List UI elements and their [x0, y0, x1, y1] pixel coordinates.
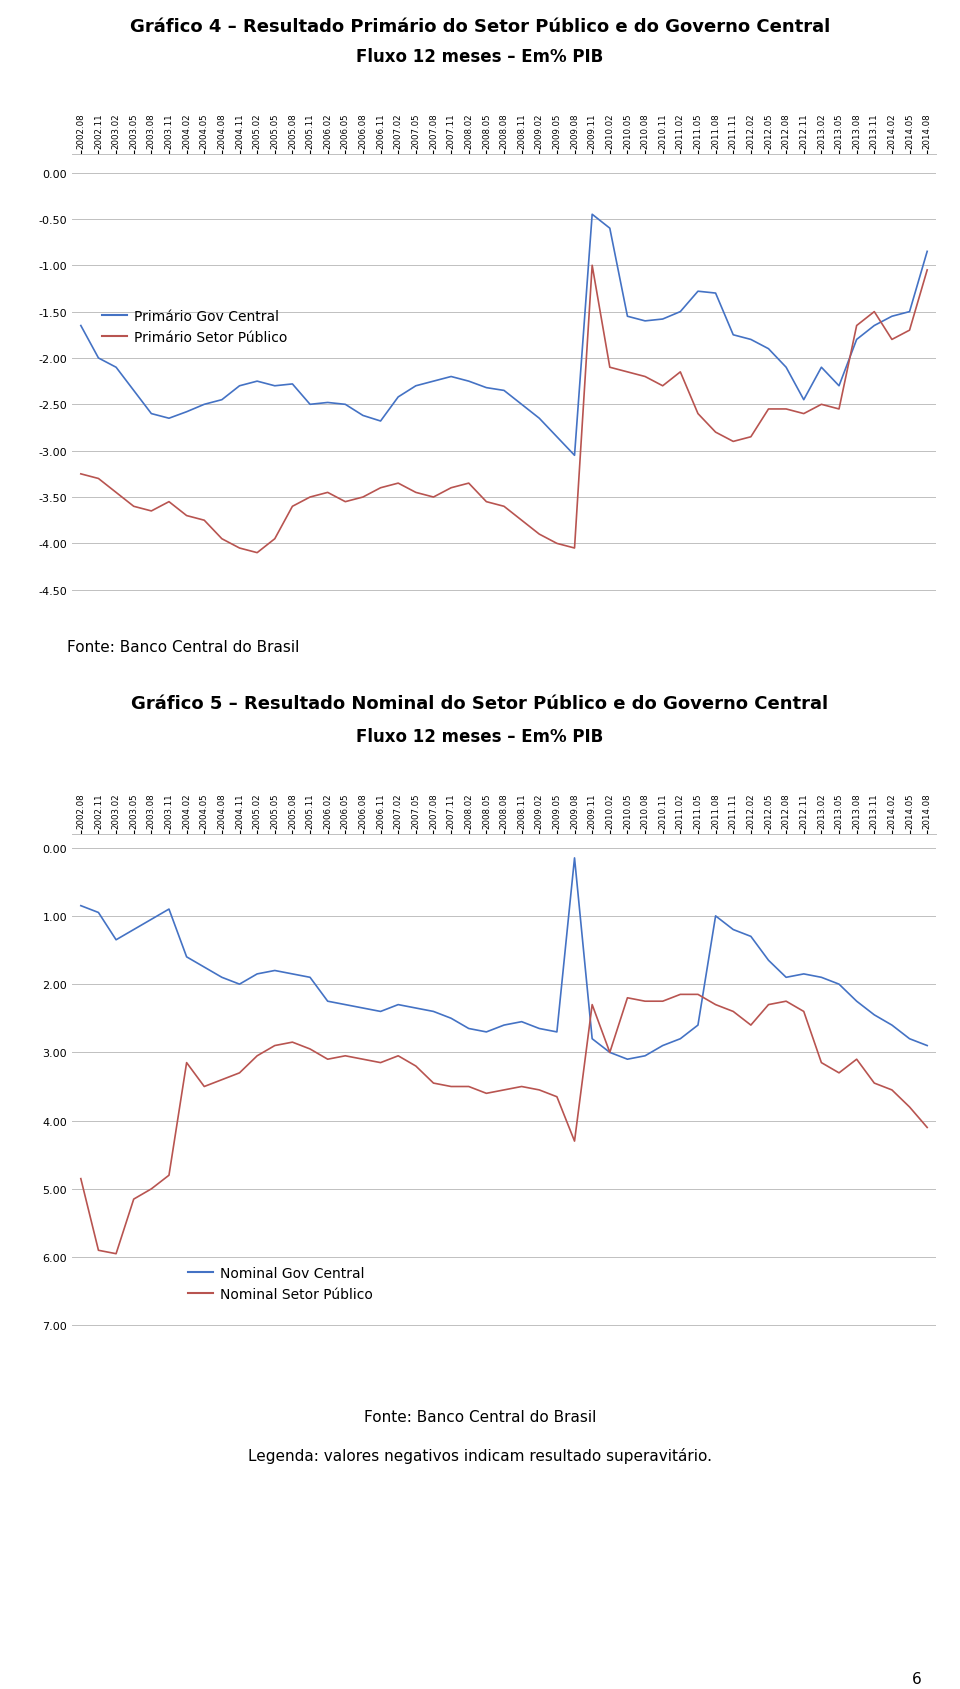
Text: Fonte: Banco Central do Brasil: Fonte: Banco Central do Brasil [67, 640, 300, 655]
Text: Legenda: valores negativos indicam resultado superavitário.: Legenda: valores negativos indicam resul… [248, 1447, 712, 1463]
Text: Gráfico 5 – Resultado Nominal do Setor Público e do Governo Central: Gráfico 5 – Resultado Nominal do Setor P… [132, 694, 828, 713]
Text: 6: 6 [912, 1670, 922, 1686]
Text: Fluxo 12 meses – Em% PIB: Fluxo 12 meses – Em% PIB [356, 728, 604, 745]
Text: Fonte: Banco Central do Brasil: Fonte: Banco Central do Brasil [364, 1409, 596, 1424]
Legend: Primário Gov Central, Primário Setor Público: Primário Gov Central, Primário Setor Púb… [96, 304, 293, 350]
Text: Fluxo 12 meses – Em% PIB: Fluxo 12 meses – Em% PIB [356, 47, 604, 66]
Legend: Nominal Gov Central, Nominal Setor Público: Nominal Gov Central, Nominal Setor Públi… [182, 1262, 378, 1307]
Text: Gráfico 4 – Resultado Primário do Setor Público e do Governo Central: Gráfico 4 – Resultado Primário do Setor … [130, 19, 830, 35]
